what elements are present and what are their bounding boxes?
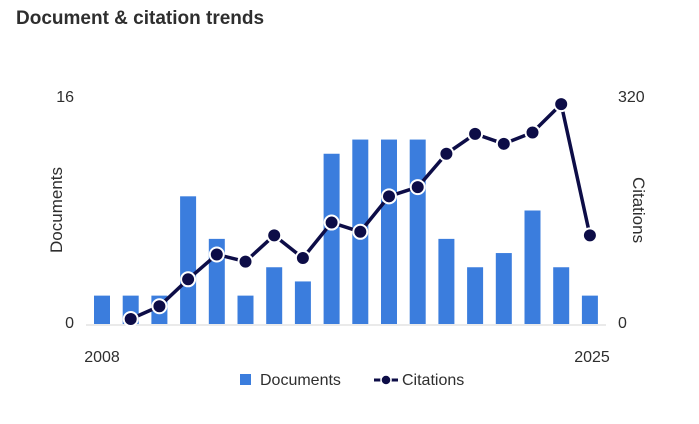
y-left-tick-min: 0: [65, 315, 74, 332]
point-citations-2014: [266, 227, 283, 244]
bar-documents-2021: [467, 267, 484, 324]
point-citations-2024: [553, 96, 570, 113]
point-citations-2009: [122, 311, 139, 328]
bar-documents-2015: [294, 281, 311, 324]
point-citations-2019: [409, 179, 426, 196]
point-citations-2016: [323, 214, 340, 231]
bar-documents-2024: [553, 267, 570, 324]
y-left-axis-title: Documents: [47, 167, 66, 253]
point-citations-2013: [237, 253, 254, 270]
point-citations-2011: [180, 271, 197, 288]
point-citations-2010: [151, 298, 168, 315]
point-citations-2015: [294, 250, 311, 267]
point-citations-2012: [208, 246, 225, 263]
x-tick-first: 2008: [84, 349, 120, 366]
bar-documents-2018: [381, 139, 397, 324]
bar-documents-2023: [524, 210, 541, 324]
bar-documents-2013: [237, 295, 254, 324]
bar-documents-2025: [581, 295, 598, 324]
bar-documents-2022: [495, 253, 512, 324]
y-right-tick-max: 320: [618, 89, 645, 106]
bar-documents-2011: [180, 196, 197, 324]
bar-documents-2019: [409, 139, 426, 324]
y-left-tick-max: 16: [56, 89, 74, 106]
point-citations-2017: [352, 223, 369, 240]
legend: Documents Citations: [240, 372, 464, 389]
point-citations-2021: [467, 125, 484, 142]
bar-documents-2014: [266, 267, 283, 324]
point-citations-2023: [524, 124, 541, 141]
legend-documents-swatch: [240, 374, 251, 385]
bar-documents-2020: [438, 238, 455, 324]
legend-citations-label: Citations: [402, 372, 464, 389]
chart-title: Document & citation trends: [16, 8, 265, 29]
point-citations-2018: [381, 188, 397, 205]
x-tick-last: 2025: [574, 349, 610, 366]
bar-documents-2008: [94, 295, 110, 324]
legend-citations-marker: [380, 374, 392, 386]
point-citations-2020: [438, 145, 455, 162]
point-citations-2022: [495, 135, 512, 152]
legend-documents-label: Documents: [260, 372, 341, 389]
y-right-tick-min: 0: [618, 315, 627, 332]
citations-series: [122, 96, 598, 328]
y-right-axis-title: Citations: [629, 177, 648, 243]
bar-documents-2016: [323, 153, 340, 324]
point-citations-2025: [581, 227, 598, 244]
